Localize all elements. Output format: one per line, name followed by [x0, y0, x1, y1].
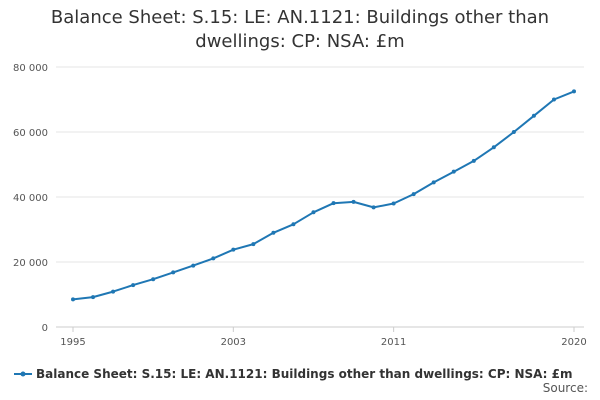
data-point [351, 199, 356, 204]
data-point [311, 210, 316, 215]
data-point [91, 295, 96, 300]
x-tick-label: 1995 [60, 337, 85, 348]
y-tick-label: 20 000 [13, 258, 48, 269]
y-tick-label: 80 000 [13, 63, 48, 74]
data-point [391, 201, 396, 206]
legend-swatch [14, 371, 32, 377]
legend[interactable]: Balance Sheet: S.15: LE: AN.1121: Buildi… [14, 364, 573, 384]
data-point [211, 256, 216, 261]
data-point [431, 180, 436, 185]
data-point [251, 242, 256, 247]
data-point [471, 158, 476, 163]
series-line [72, 90, 575, 301]
data-point [572, 89, 576, 94]
legend-label: Balance Sheet: S.15: LE: AN.1121: Buildi… [36, 367, 573, 381]
x-tick-label: 2020 [561, 337, 586, 348]
chart-title: Balance Sheet: S.15: LE: AN.1121: Buildi… [50, 7, 550, 52]
source-label: Source: [542, 381, 588, 395]
y-tick-label: 40 000 [13, 193, 48, 204]
data-point [331, 201, 336, 206]
data-point [271, 230, 276, 235]
data-point [171, 270, 176, 275]
data-point [551, 97, 556, 102]
data-point [151, 277, 156, 282]
data-point [411, 192, 416, 197]
data-point [511, 130, 516, 134]
data-point [111, 289, 116, 294]
data-point [131, 283, 136, 288]
data-point [191, 263, 196, 268]
data-point [291, 222, 296, 227]
data-point [371, 205, 376, 210]
data-point [71, 297, 75, 302]
data-point [531, 113, 536, 118]
y-tick-label: 0 [42, 323, 48, 334]
y-tick-label: 60 000 [13, 128, 48, 139]
x-tick-label: 2003 [221, 337, 246, 348]
x-tick-label: 2011 [381, 337, 406, 348]
data-point [491, 145, 496, 150]
data-point [451, 169, 456, 174]
data-point [231, 247, 236, 252]
